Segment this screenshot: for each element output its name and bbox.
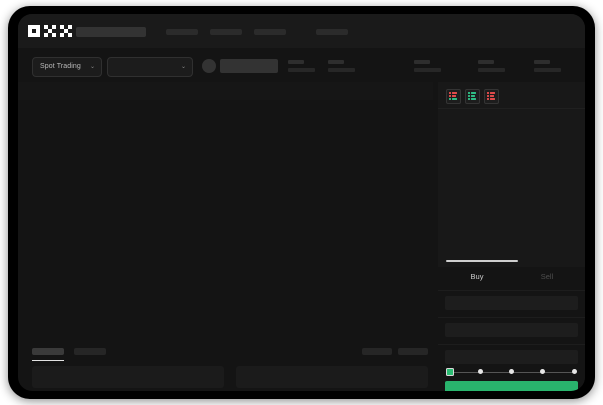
stat-volume-24h xyxy=(534,60,561,72)
search-input[interactable] xyxy=(76,27,146,37)
nav-item-4[interactable] xyxy=(316,29,348,35)
pair-token-icon xyxy=(202,59,216,73)
chevron-down-icon: ⌄ xyxy=(89,64,95,70)
orderbook-divider xyxy=(438,108,585,109)
nav-item-3[interactable] xyxy=(254,29,286,35)
stat-label xyxy=(414,60,430,64)
orders-tabbar xyxy=(18,343,433,363)
slider-step-25[interactable] xyxy=(478,369,483,374)
stat-change-24h xyxy=(328,60,355,72)
form-divider-1 xyxy=(438,290,585,291)
slider-step-75[interactable] xyxy=(540,369,545,374)
orderbook-mode-both-icon[interactable] xyxy=(446,89,461,104)
volume-histogram xyxy=(18,307,433,343)
stat-value xyxy=(288,68,315,72)
orders-panel-left xyxy=(32,366,224,388)
form-divider-3 xyxy=(438,344,585,345)
stat-high-24h xyxy=(414,60,441,72)
stat-last-price xyxy=(288,60,315,72)
orderbook-mode-asks-icon[interactable] xyxy=(484,89,499,104)
slider-step-100[interactable] xyxy=(572,369,577,374)
tab-buy[interactable]: Buy xyxy=(470,272,484,281)
depth-chart-overlay xyxy=(396,106,444,298)
active-tab-underline xyxy=(32,360,64,361)
price-field[interactable] xyxy=(445,296,578,310)
stat-value xyxy=(328,68,355,72)
tab-order-history[interactable] xyxy=(74,348,106,355)
trading-pair-dropdown[interactable]: ⌄ xyxy=(107,57,193,77)
market-type-label: Spot Trading xyxy=(40,63,81,70)
orderbook-scrollbar[interactable] xyxy=(446,260,518,262)
orders-panel-right xyxy=(236,366,428,388)
app-header xyxy=(18,14,585,48)
nav-item-2[interactable] xyxy=(210,29,242,35)
tab-hide-other-pairs[interactable] xyxy=(398,348,428,355)
stat-value xyxy=(414,68,441,72)
total-field[interactable] xyxy=(445,350,578,364)
stat-label xyxy=(288,60,304,64)
market-type-dropdown[interactable]: Spot Trading ⌄ xyxy=(32,57,102,77)
tab-sell[interactable]: Sell xyxy=(540,272,554,281)
depth-chart-svg xyxy=(396,106,444,298)
nav-item-1[interactable] xyxy=(166,29,198,35)
app-screen: Spot Trading ⌄ ⌄ xyxy=(18,14,585,391)
place-buy-order-button[interactable] xyxy=(445,381,578,391)
stat-label xyxy=(478,60,494,64)
stat-value xyxy=(478,68,505,72)
okx-logo[interactable] xyxy=(28,25,72,39)
chevron-down-icon: ⌄ xyxy=(180,64,186,70)
candlestick-chart[interactable] xyxy=(18,100,433,307)
slider-step-50[interactable] xyxy=(509,369,514,374)
chart-toolbar xyxy=(18,82,433,100)
market-subbar: Spot Trading ⌄ ⌄ xyxy=(18,48,585,82)
stat-low-24h xyxy=(478,60,505,72)
slider-handle[interactable] xyxy=(446,368,454,376)
stat-label xyxy=(534,60,550,64)
amount-field[interactable] xyxy=(445,323,578,337)
device-frame: Spot Trading ⌄ ⌄ xyxy=(8,6,595,399)
stat-label xyxy=(328,60,344,64)
tab-filter[interactable] xyxy=(362,348,392,355)
amount-percent-slider[interactable] xyxy=(446,368,577,376)
trade-form-panel: Buy Sell xyxy=(438,267,585,391)
form-divider-2 xyxy=(438,317,585,318)
stat-value xyxy=(534,68,561,72)
pair-name-placeholder xyxy=(220,59,278,73)
orderbook-panel xyxy=(438,82,585,267)
orderbook-mode-bids-icon[interactable] xyxy=(465,89,480,104)
tab-open-orders[interactable] xyxy=(32,348,64,355)
